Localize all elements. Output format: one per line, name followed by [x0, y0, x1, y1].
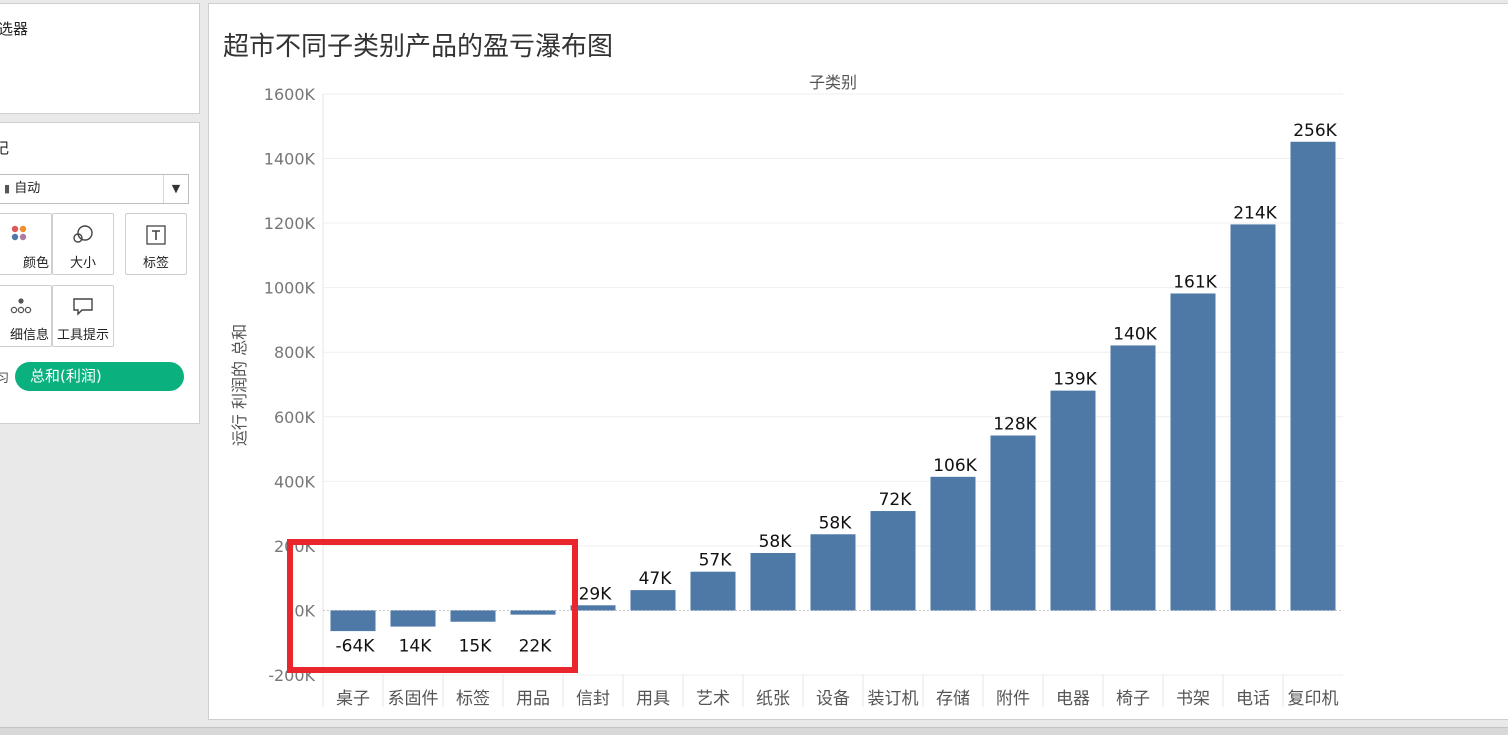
data-label: 139K — [1053, 370, 1097, 390]
data-label: 47K — [639, 569, 673, 589]
mark-type-value: ▮ 自动 — [4, 175, 40, 203]
bar-chart-icon: ▮ — [4, 182, 11, 195]
filters-title: 选器 — [0, 20, 29, 38]
bar-存储 — [930, 476, 976, 611]
bar-桌子 — [330, 610, 376, 632]
bar-附件 — [990, 435, 1036, 611]
bar-电器 — [1050, 390, 1096, 611]
highlight-box — [287, 539, 578, 673]
x-tick-label: 信封 — [576, 689, 610, 709]
bar-装订机 — [870, 511, 916, 611]
sheet-tabs-bar — [0, 727, 1508, 735]
data-label: 72K — [879, 490, 913, 510]
data-label: 106K — [933, 456, 977, 476]
tooltip-button[interactable]: 工具提示 — [52, 285, 114, 347]
detail-dots-icon — [0, 296, 51, 318]
y-tick-label: 800K — [274, 343, 316, 362]
detail-button-label: 细信息 — [9, 328, 49, 343]
chevron-down-icon[interactable]: ▼ — [163, 175, 188, 203]
x-axis-title: 子类别 — [809, 73, 857, 92]
bar-信封 — [570, 605, 616, 611]
bar-标签 — [450, 610, 496, 622]
data-label: 214K — [1233, 203, 1277, 223]
bar-纸张 — [750, 552, 796, 611]
data-label: 58K — [819, 513, 853, 533]
marks-panel: 记 ▮ 自动 ▼ 颜色 大小 — [0, 122, 200, 424]
mark-type-dropdown[interactable]: ▮ 自动 ▼ — [0, 174, 189, 204]
bar-用具 — [630, 590, 676, 611]
data-label: 57K — [699, 551, 733, 571]
tooltip-button-label: 工具提示 — [56, 328, 109, 343]
filters-panel: 选器 — [0, 3, 200, 114]
data-label: 22K — [519, 636, 553, 656]
y-tick-label: 600K — [274, 408, 316, 427]
size-circles-icon — [53, 224, 113, 246]
x-tick-label: 附件 — [996, 689, 1030, 709]
color-button[interactable]: 颜色 — [0, 213, 52, 275]
bar-电话 — [1230, 224, 1276, 611]
bar-系固件 — [390, 610, 436, 627]
y-tick-label: 1400K — [264, 150, 316, 169]
marks-title: 记 — [0, 139, 10, 157]
bar-艺术 — [690, 571, 736, 611]
x-tick-label: 用品 — [516, 689, 550, 709]
x-tick-label: 电话 — [1236, 689, 1270, 709]
speech-bubble-icon — [53, 296, 113, 318]
data-label: -64K — [336, 636, 376, 656]
data-label: 161K — [1173, 272, 1217, 292]
y-tick-label: 0K — [294, 601, 315, 620]
text-t-icon — [126, 224, 186, 246]
data-label: 256K — [1293, 121, 1337, 141]
color-dots-icon — [0, 224, 51, 246]
x-tick-label: 书架 — [1176, 689, 1210, 709]
label-button[interactable]: 标签 — [125, 213, 187, 275]
color-button-label: 颜色 — [22, 256, 49, 271]
waterfall-chart: -200K0K200K400K600K800K1000K1200K1400K16… — [230, 73, 1343, 709]
pill-type-icon: 习 — [0, 371, 10, 385]
size-button-label: 大小 — [69, 256, 96, 271]
x-tick-label: 艺术 — [696, 689, 730, 709]
chart-panel: 超市不同子类别产品的盈亏瀑布图 -200K 0K 200K 400K 600K 800K 1… — [208, 3, 1508, 720]
data-label: 140K — [1113, 324, 1157, 344]
x-tick-label: 复印机 — [1288, 689, 1339, 709]
y-tick-label: 1200K — [264, 214, 316, 233]
x-tick-label: 系固件 — [388, 689, 439, 709]
data-label: 29K — [579, 584, 613, 604]
bar-用品 — [510, 610, 556, 615]
y-tick-label: 400K — [274, 472, 316, 491]
x-tick-label: 椅子 — [1116, 689, 1150, 709]
x-tick-label: 装订机 — [868, 689, 919, 709]
bar-设备 — [810, 534, 856, 611]
x-tick-label: 纸张 — [756, 689, 790, 709]
x-tick-label: 标签 — [456, 689, 490, 709]
size-button[interactable]: 大小 — [52, 213, 114, 275]
bar-椅子 — [1110, 345, 1156, 611]
sum-profit-pill[interactable]: 总和(利润) — [15, 362, 184, 391]
label-button-label: 标签 — [142, 256, 169, 271]
x-tick-label: 存储 — [936, 689, 970, 709]
detail-button[interactable]: 细信息 — [0, 285, 52, 347]
y-axis-title: 运行 利润的 总和 — [230, 324, 249, 446]
x-tick-label: 电器 — [1056, 689, 1090, 709]
bar-书架 — [1170, 293, 1216, 611]
y-tick-label: 1000K — [264, 279, 316, 298]
data-label: 15K — [459, 636, 493, 656]
x-tick-label: 桌子 — [336, 689, 370, 709]
chart-title: 超市不同子类别产品的盈亏瀑布图 — [223, 32, 614, 62]
x-tick-label: 用具 — [636, 689, 670, 709]
y-tick-label: 1600K — [264, 85, 316, 104]
data-label: 14K — [399, 636, 433, 656]
x-tick-label: 设备 — [816, 689, 850, 709]
data-label: 58K — [759, 532, 793, 552]
bar-复印机 — [1290, 141, 1336, 611]
mark-type-label: 自动 — [14, 181, 41, 196]
data-label: 128K — [993, 414, 1037, 434]
